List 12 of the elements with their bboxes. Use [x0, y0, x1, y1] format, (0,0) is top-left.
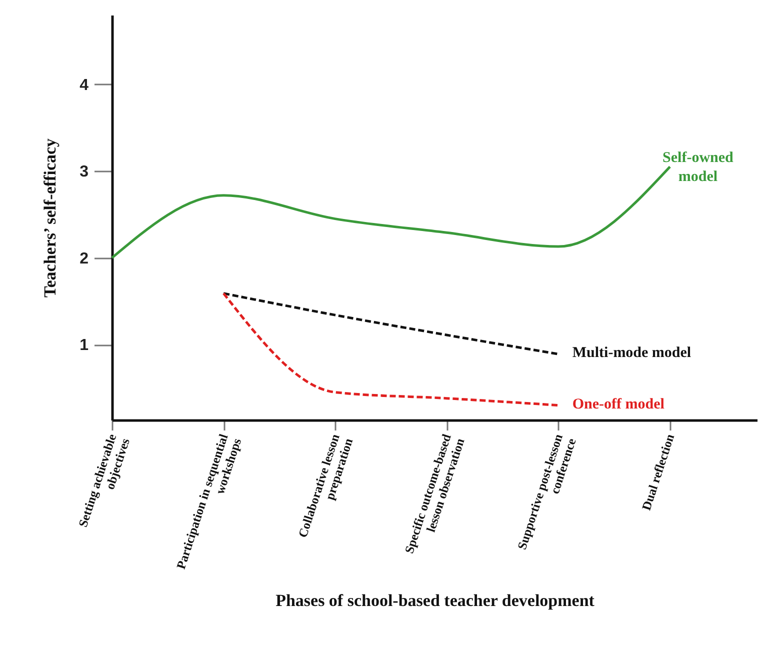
line-series — [110, 166, 672, 260]
line-series — [222, 292, 560, 407]
series-label: Self-owned model — [662, 150, 734, 185]
x-axis-title: Phases of school-based teacher development — [276, 590, 595, 610]
y-tick-label: 2 — [80, 250, 89, 268]
y-axis-title: Teachers’ self-efficacy — [40, 138, 60, 298]
y-tick-label: 3 — [80, 164, 89, 181]
line-series — [222, 292, 560, 356]
y-tick-label: 4 — [80, 76, 89, 94]
series-label: Multi-mode model — [572, 345, 692, 362]
series-label: One-off model — [572, 396, 664, 412]
y-tick-label: 1 — [80, 337, 89, 354]
